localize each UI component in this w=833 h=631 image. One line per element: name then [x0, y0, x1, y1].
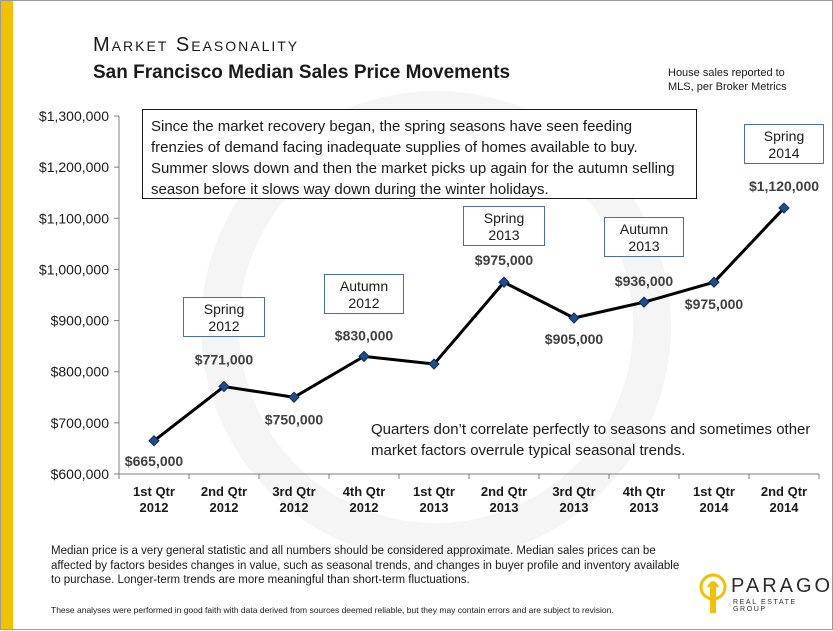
quarters-note: Quarters don’t correlate perfectly to se…: [371, 421, 811, 459]
y-tick-label: $600,000: [51, 466, 110, 482]
footnote: Median price is a very general statistic…: [51, 545, 680, 586]
season-callout-line: Spring: [203, 301, 245, 317]
season-callout-line: 2014: [768, 145, 800, 161]
logo-tagline: REAL ESTATE GROUP: [733, 599, 797, 613]
data-label: $830,000: [335, 327, 394, 343]
data-point-marker: [638, 296, 650, 308]
logo-name: PARAGON: [731, 575, 833, 597]
paragon-logo: PARAGON REAL ESTATE GROUP: [699, 571, 833, 621]
disclaimer: These analyses were performed in good fa…: [51, 605, 614, 615]
season-callout-line: Autumn: [339, 278, 389, 294]
x-tick-label: 1st Qtr 2013: [413, 484, 455, 515]
y-tick-labels: $600,000 $700,000 $800,000 $900,000 $1,000,0…: [39, 108, 109, 482]
data-labels: $665,000 $771,000 $750,000 $830,000 $975,000…: [125, 178, 819, 469]
data-label: $665,000: [125, 453, 184, 469]
season-callout: Spring 2014: [744, 124, 824, 164]
data-label: $975,000: [685, 296, 744, 312]
data-point-marker: [498, 276, 510, 288]
y-tick-label: $900,000: [51, 313, 110, 329]
x-tick-label: 2nd Qtr 2013: [481, 484, 527, 515]
x-tick-label: 2nd Qtr 2012: [201, 484, 247, 515]
data-point-marker: [568, 312, 580, 324]
y-tick-label: $1,300,000: [39, 108, 109, 124]
season-callout-line: 2012: [208, 318, 240, 334]
data-label: $771,000: [195, 352, 254, 368]
season-callout-line: 2013: [488, 227, 520, 243]
chart-heading: Market Seasonality: [93, 34, 300, 56]
data-markers: [148, 202, 790, 447]
season-callout-line: Spring: [763, 128, 805, 144]
data-point-marker: [288, 391, 300, 403]
y-tick-label: $1,000,000: [39, 261, 109, 277]
data-point-marker: [428, 358, 440, 370]
data-point-marker: [218, 380, 230, 393]
series-line-group: [153, 207, 786, 442]
axes: [114, 115, 820, 479]
season-callout-line: Autumn: [619, 221, 669, 237]
series-line: [153, 207, 786, 442]
y-tick-label: $700,000: [51, 415, 110, 431]
season-callout-line: Spring: [483, 210, 525, 226]
source-note: House sales reported to MLS, per Broker …: [668, 67, 787, 93]
data-point-marker: [778, 202, 790, 214]
season-callout: Autumn 2013: [604, 217, 684, 257]
chart-subheading: San Francisco Median Sales Price Movemen…: [93, 62, 511, 83]
data-label: $750,000: [265, 411, 324, 427]
x-tick-labels: 1st Qtr 2012 2nd Qtr 2012 3rd Qtr 2012 4th Qtr…: [133, 484, 807, 515]
season-callout-line: 2013: [628, 238, 660, 254]
x-tick-label: 1st Qtr 2012: [133, 484, 175, 515]
data-point-marker: [708, 276, 720, 288]
accent-bar: [1, 1, 13, 629]
season-callout-line: 2012: [348, 295, 380, 311]
data-label: $905,000: [545, 331, 604, 347]
x-tick-label: 4th Qtr 2012: [343, 484, 386, 515]
data-point-marker: [148, 435, 160, 447]
season-callout: Spring 2013: [463, 206, 545, 246]
data-point-marker: [358, 350, 370, 363]
paragon-logo-mark-icon: [699, 573, 727, 613]
data-label: $936,000: [615, 273, 674, 289]
intro-text-box: Since the market recovery began, the spr…: [142, 109, 697, 199]
y-tick-label: $1,200,000: [39, 159, 109, 175]
season-callout: Autumn 2012: [324, 274, 404, 314]
x-tick-label: 3rd Qtr 2013: [552, 484, 595, 515]
y-tick-label: $800,000: [51, 364, 110, 380]
data-label: $975,000: [475, 252, 534, 268]
x-tick-label: 1st Qtr 2014: [693, 484, 735, 515]
x-tick-label: 4th Qtr 2013: [623, 484, 666, 515]
y-tick-label: $1,100,000: [39, 210, 109, 226]
season-callout: Spring 2012: [183, 297, 265, 337]
x-tick-label: 3rd Qtr 2012: [272, 484, 315, 515]
x-tick-label: 2nd Qtr 2014: [761, 484, 807, 515]
data-label: $1,120,000: [749, 178, 819, 194]
